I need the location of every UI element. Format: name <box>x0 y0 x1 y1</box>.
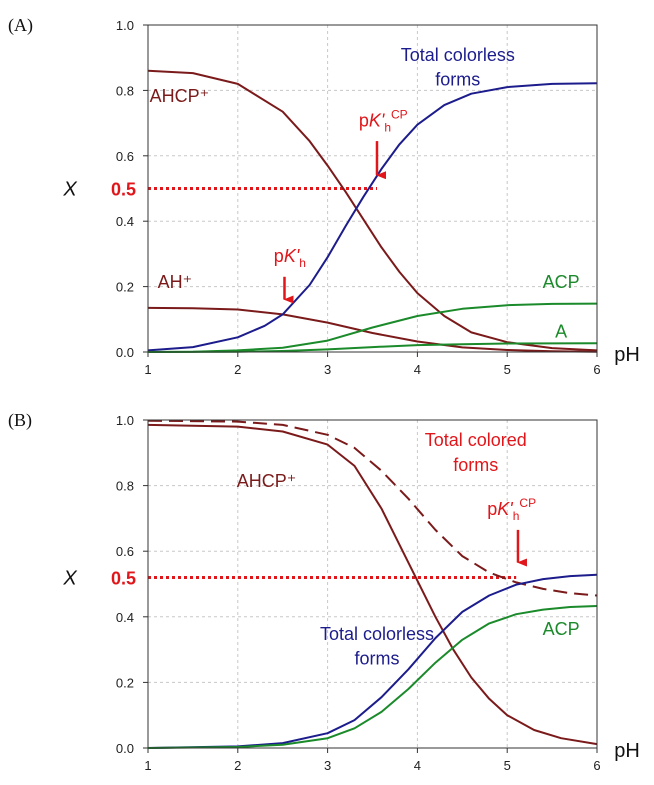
series-annotation: Total colored <box>425 430 527 450</box>
y-tick-label: 0.4 <box>116 610 134 625</box>
x-tick-label: 4 <box>414 362 421 377</box>
y-axis-label: X <box>62 179 77 201</box>
x-tick-label: 6 <box>593 362 600 377</box>
y-tick-label: 0.2 <box>116 675 134 690</box>
y-tick-label: 0.2 <box>116 280 134 295</box>
x-tick-label: 2 <box>234 758 241 773</box>
x-tick-label: 4 <box>414 758 421 773</box>
x-tick-label: 1 <box>144 758 151 773</box>
x-tick-label: 3 <box>324 362 331 377</box>
plot-frame <box>148 420 597 748</box>
series-annotation: AHCP⁺ <box>150 86 210 106</box>
series-annotation: A <box>555 321 567 341</box>
x-tick-label: 5 <box>504 758 511 773</box>
chart-panel-b: (B) 1 2 3 4 5 6 0.0 0.2 0.4 0.6 0.8 1.0 pH X 0.5 AHCP⁺ To… <box>8 410 640 773</box>
series-annotation: forms <box>453 455 498 475</box>
series-annotation: ACP <box>543 272 580 292</box>
y-tick-label: 0.6 <box>116 149 134 164</box>
series-annotation: AHCP⁺ <box>237 471 297 491</box>
x-tick-label: 2 <box>234 362 241 377</box>
series-line-ahcp- <box>148 425 597 744</box>
pk-marker-label: pK'hCP <box>359 107 408 134</box>
series-annotation: forms <box>435 69 480 89</box>
y-tick-label: 0.8 <box>116 83 134 98</box>
y-tick-label: 0.0 <box>116 345 134 360</box>
y-tick-label: 0.8 <box>116 479 134 494</box>
series-annotation: forms <box>354 648 399 668</box>
x-tick-label: 1 <box>144 362 151 377</box>
x-tick-label: 5 <box>504 362 511 377</box>
y-tick-label: 0.0 <box>116 741 134 756</box>
y-tick-label: 0.6 <box>116 544 134 559</box>
series-annotation: AH⁺ <box>158 272 193 292</box>
series-annotation: ACP <box>543 619 580 639</box>
y-tick-label: 1.0 <box>116 413 134 428</box>
x-axis-label: pH <box>614 740 640 762</box>
panel-label: (A) <box>8 15 33 36</box>
pk-marker-label: pK'hCP <box>487 496 536 523</box>
series-annotation: Total colorless <box>401 45 515 65</box>
half-marker-label: 0.5 <box>111 568 136 588</box>
x-axis-label: pH <box>614 344 640 366</box>
half-marker-label: 0.5 <box>111 180 136 200</box>
x-tick-label: 3 <box>324 758 331 773</box>
panel-label: (B) <box>8 410 32 431</box>
y-tick-label: 1.0 <box>116 18 134 33</box>
y-axis-label: X <box>62 567 77 589</box>
pk-marker-label: pK'h <box>274 246 306 270</box>
chart-panel-a: (A) 1 2 3 4 5 6 0.0 0.2 0.4 0.6 0.8 1.0 pH X 0.5 AHCP⁺ AH… <box>8 15 640 377</box>
series-annotation: Total colorless <box>320 624 434 644</box>
x-tick-label: 6 <box>593 758 600 773</box>
y-tick-label: 0.4 <box>116 214 134 229</box>
